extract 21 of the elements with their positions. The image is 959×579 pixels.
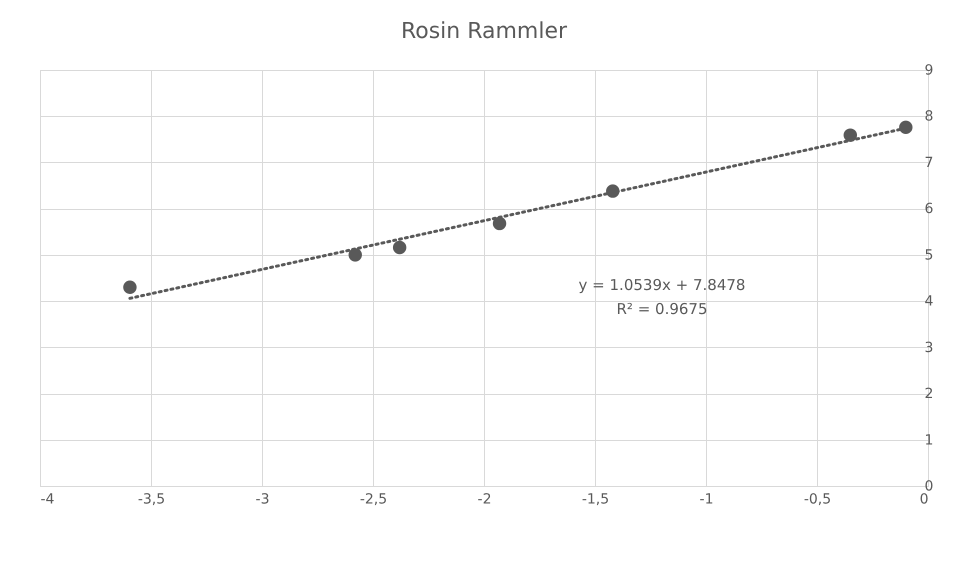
x-tick-label: -3 bbox=[256, 492, 270, 508]
y-tick-label: 4 bbox=[924, 294, 934, 310]
x-tick-label: -2 bbox=[478, 492, 492, 508]
y-tick-label: 7 bbox=[924, 154, 934, 171]
annotation: R² = 0.9675 bbox=[616, 300, 708, 318]
x-tick-label: -1 bbox=[700, 492, 714, 508]
x-tick-label: -4 bbox=[40, 492, 55, 508]
x-tick-label: -0,5 bbox=[804, 492, 832, 508]
y-tick-label: 1 bbox=[924, 432, 934, 448]
chart-title: Rosin Rammler bbox=[400, 19, 568, 44]
y-tick-label: 2 bbox=[924, 386, 934, 402]
x-tick-label: -2,5 bbox=[360, 492, 388, 508]
y-tick-label: 0 bbox=[924, 478, 934, 494]
y-tick-label: 6 bbox=[924, 201, 934, 218]
y-tick-label: 5 bbox=[924, 247, 934, 264]
x-tick-label: -3,5 bbox=[138, 492, 166, 508]
y-tick-label: 3 bbox=[924, 340, 934, 356]
x-tick-label: -1,5 bbox=[582, 492, 610, 508]
annotation: y = 1.0539x + 7.8478 bbox=[578, 276, 746, 294]
y-tick-label: 8 bbox=[924, 108, 934, 125]
y-tick-label: 9 bbox=[924, 62, 934, 78]
